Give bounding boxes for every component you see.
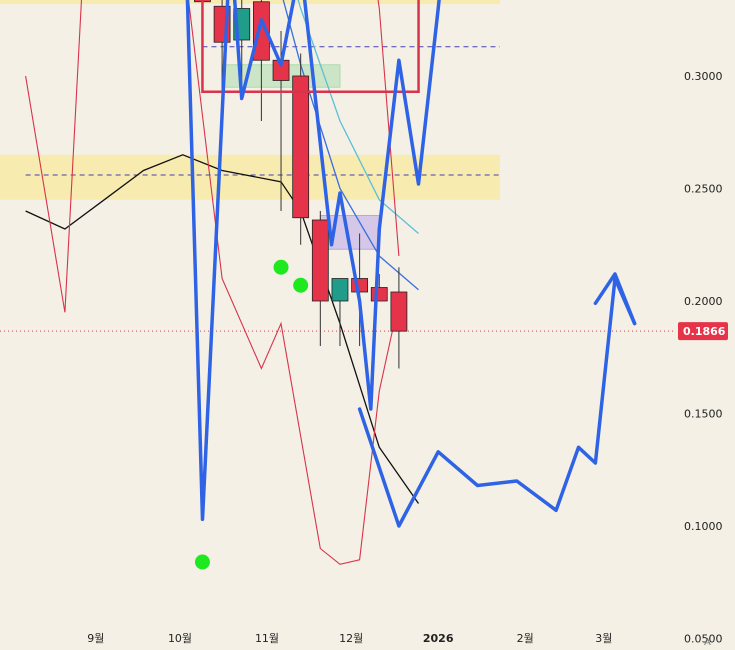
dashed-levels-layer [0,46,676,332]
logo-label: A [704,637,711,648]
red-range-box [201,0,420,93]
signal-dots-layer [194,259,309,570]
support-band-2 [0,154,500,200]
candle-2025-11-13 [292,53,310,245]
time-tick-label: 2026 [423,632,454,645]
candle-body [351,278,369,293]
time-tick-label: 3월 [595,632,612,645]
candle-body [331,278,349,302]
price-tick-label: 0.0500 [684,633,723,646]
candle-body [370,287,388,302]
price-tag-bg [678,322,728,341]
time-tick-label: 2월 [517,632,534,645]
price-tag-label: 0.1866 [683,325,726,338]
time-axis: 9월 10월 11월 12월 2026 2월 3월 [0,625,676,650]
price-tick-label: 0.1500 [684,408,723,421]
price-tick-label: 0.1000 [684,520,723,533]
price-tick-label: 0.3000 [684,70,723,83]
candle-2025-12-18 [390,267,408,369]
candle-body [292,75,310,219]
candle-body [311,219,329,302]
current-price-tag: 0.1866 [678,322,728,341]
candle-2025-11-27 [331,278,349,346]
moving-average-3 [297,0,419,234]
candle-body [252,1,270,61]
candle-2025-10-30 [252,0,270,121]
time-axis-bg [0,625,676,650]
candles-layer [194,0,408,369]
signal-dot-2 [293,277,309,293]
bollinger-lower [25,0,400,565]
time-tick-label: 11월 [255,632,279,645]
signal-dot-0 [194,554,210,570]
tradingview-logo[interactable]: A [704,637,711,648]
projection-path-2 [593,272,637,326]
signal-dot-1 [273,259,289,275]
candle-2025-11-20 [311,211,329,346]
time-tick-label: 10월 [168,632,192,645]
time-tick-label: 9월 [87,632,104,645]
projection-path-1 [357,276,637,528]
price-tick-label: 0.2000 [684,295,723,308]
moving-average-1 [25,154,420,504]
moving-average-2 [282,0,419,291]
projection-path-0 [185,0,441,522]
support-band-1 [0,0,500,4]
indicators-layer [25,0,420,565]
price-tick-label: 0.2500 [684,183,723,196]
time-tick-label: 12월 [339,632,363,645]
candle-body [390,291,408,332]
projection-layer [185,0,637,528]
red-box-layer [201,0,420,93]
